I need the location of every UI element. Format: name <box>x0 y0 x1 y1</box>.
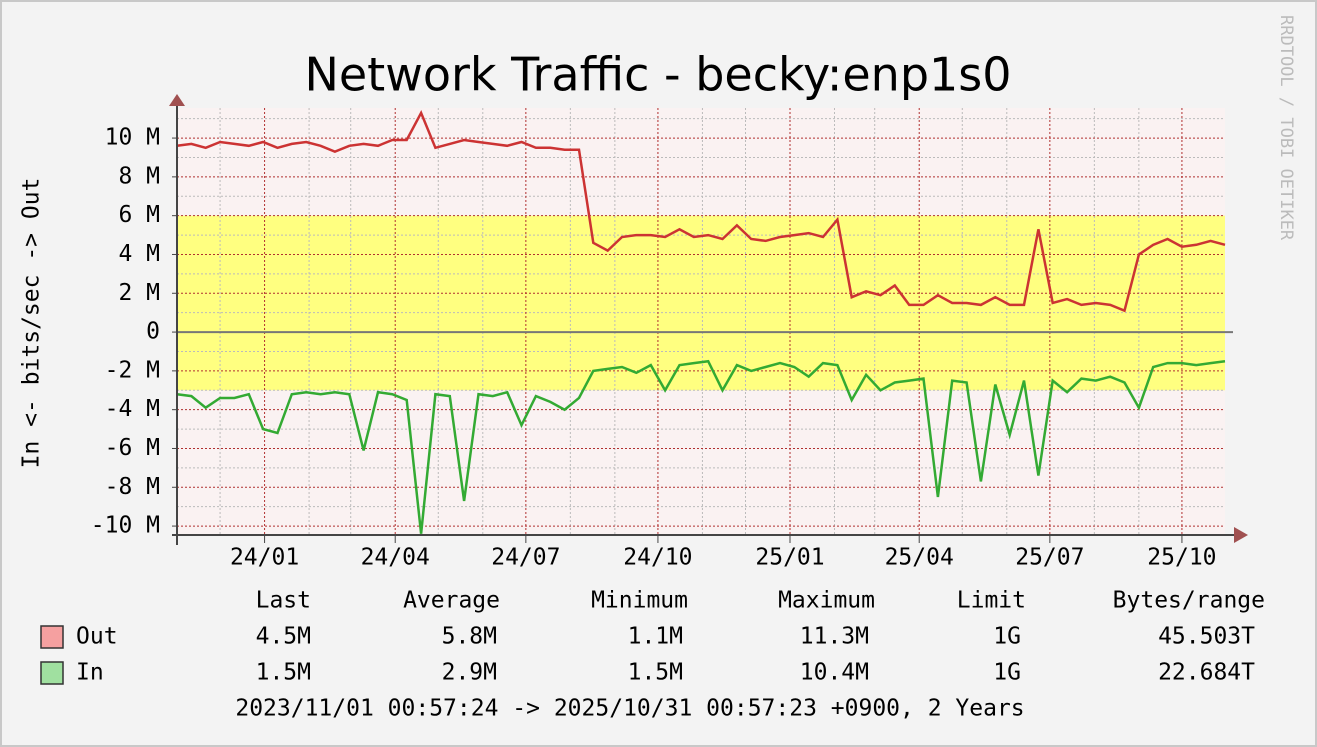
stat-value: 1G <box>993 624 1021 650</box>
y-tick-label: -8 M <box>105 474 160 500</box>
chart-title: Network Traffic - becky:enp1s0 <box>304 48 1011 102</box>
series-line <box>176 359 1226 534</box>
x-tick-label: 25/10 <box>1147 545 1216 571</box>
legend-label: Out <box>76 624 118 650</box>
highlight-band <box>177 215 1225 391</box>
stat-value: 1.1M <box>628 624 683 650</box>
x-axis-arrow <box>1234 527 1248 543</box>
stat-header: Last <box>256 588 311 614</box>
stat-header: Average <box>403 588 500 614</box>
y-tick-label: -2 M <box>105 357 160 383</box>
y-tick-label: 10 M <box>105 125 160 151</box>
stat-header: Bytes/range <box>1113 588 1265 614</box>
stat-header: Limit <box>957 588 1026 614</box>
x-tick-label: 25/07 <box>1015 545 1084 571</box>
y-tick-label: -4 M <box>105 396 160 422</box>
y-tick-label: -6 M <box>105 435 160 461</box>
stat-value: 1.5M <box>256 660 311 686</box>
y-tick-label: 4 M <box>118 241 160 267</box>
x-tick-label: 24/04 <box>361 545 430 571</box>
y-tick-label: 6 M <box>118 202 160 228</box>
legend-swatch <box>40 625 64 649</box>
watermark: RRDTOOL / TOBI OETIKER <box>1276 15 1296 241</box>
stat-header: Minimum <box>591 588 688 614</box>
stat-value: 22.684T <box>1158 660 1255 686</box>
y-tick-label: 8 M <box>118 163 160 189</box>
x-tick-label: 24/07 <box>491 545 560 571</box>
y-axis-label: In <- bits/sec -> Out <box>19 178 45 469</box>
stat-value: 5.8M <box>442 624 497 650</box>
y-tick-label: 2 M <box>118 280 160 306</box>
stat-value: 11.3M <box>800 624 869 650</box>
legend-swatch <box>40 661 64 685</box>
stat-value: 1.5M <box>628 660 683 686</box>
stat-value: 1G <box>993 660 1021 686</box>
x-tick-label: 24/10 <box>623 545 692 571</box>
footer: 2023/11/01 00:57:24 -> 2025/10/31 00:57:… <box>235 696 1024 722</box>
stat-value: 4.5M <box>256 624 311 650</box>
stat-value: 10.4M <box>800 660 869 686</box>
x-tick-label: 25/01 <box>755 545 824 571</box>
legend-label: In <box>76 660 104 686</box>
stat-header: Maximum <box>778 588 875 614</box>
y-axis-arrow <box>169 94 185 106</box>
stat-value: 2.9M <box>442 660 497 686</box>
y-tick-label: -10 M <box>91 513 160 539</box>
x-tick-label: 24/01 <box>230 545 299 571</box>
x-tick-label: 25/04 <box>885 545 954 571</box>
stat-value: 45.503T <box>1158 624 1255 650</box>
series-line <box>176 109 1226 313</box>
y-tick-label: 0 <box>146 319 160 345</box>
